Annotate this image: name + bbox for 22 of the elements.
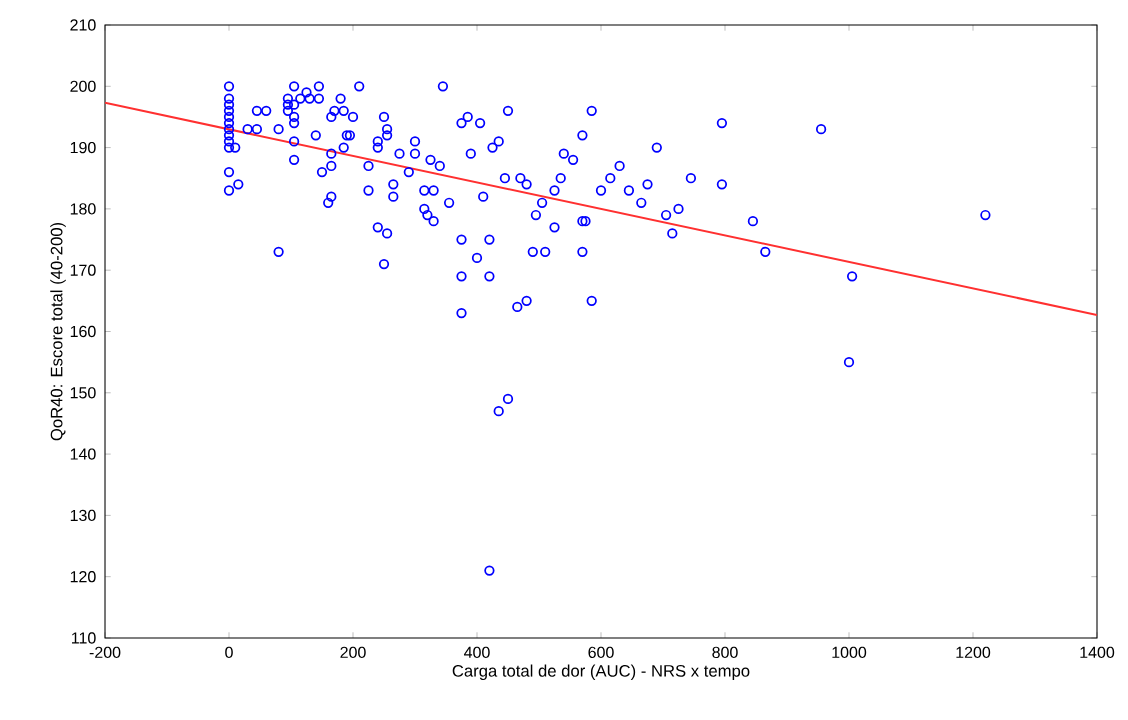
y-tick-label: 130 bbox=[70, 509, 96, 522]
y-tick-label: 140 bbox=[70, 448, 96, 460]
y-axis-title: QoR40: Escore total (40-200) bbox=[50, 222, 66, 441]
y-tick-label: 150 bbox=[70, 387, 96, 399]
y-tick-label: 200 bbox=[70, 80, 96, 92]
x-tick-label: 600 bbox=[588, 646, 614, 659]
y-tick-label: 210 bbox=[70, 19, 96, 31]
x-tick-label: 400 bbox=[464, 646, 490, 659]
x-axis-title: Carga total de dor (AUC) - NRS x tempo bbox=[452, 664, 750, 681]
x-tick-label: 800 bbox=[712, 646, 738, 659]
y-tick-label: 120 bbox=[70, 571, 96, 583]
y-tick-label: 170 bbox=[70, 264, 96, 276]
x-tick-label: 200 bbox=[340, 646, 366, 659]
x-tick-label: 1200 bbox=[956, 646, 991, 659]
x-tick-label: 0 bbox=[225, 646, 233, 659]
y-tick-label: 180 bbox=[70, 203, 96, 215]
x-tick-label: 1000 bbox=[832, 646, 867, 659]
y-tick-label: 110 bbox=[72, 632, 96, 644]
x-tick-label: -200 bbox=[89, 646, 121, 659]
y-tick-label: 190 bbox=[70, 141, 96, 154]
x-tick-label: 1400 bbox=[1080, 646, 1115, 659]
y-tick-label: 160 bbox=[70, 325, 96, 338]
